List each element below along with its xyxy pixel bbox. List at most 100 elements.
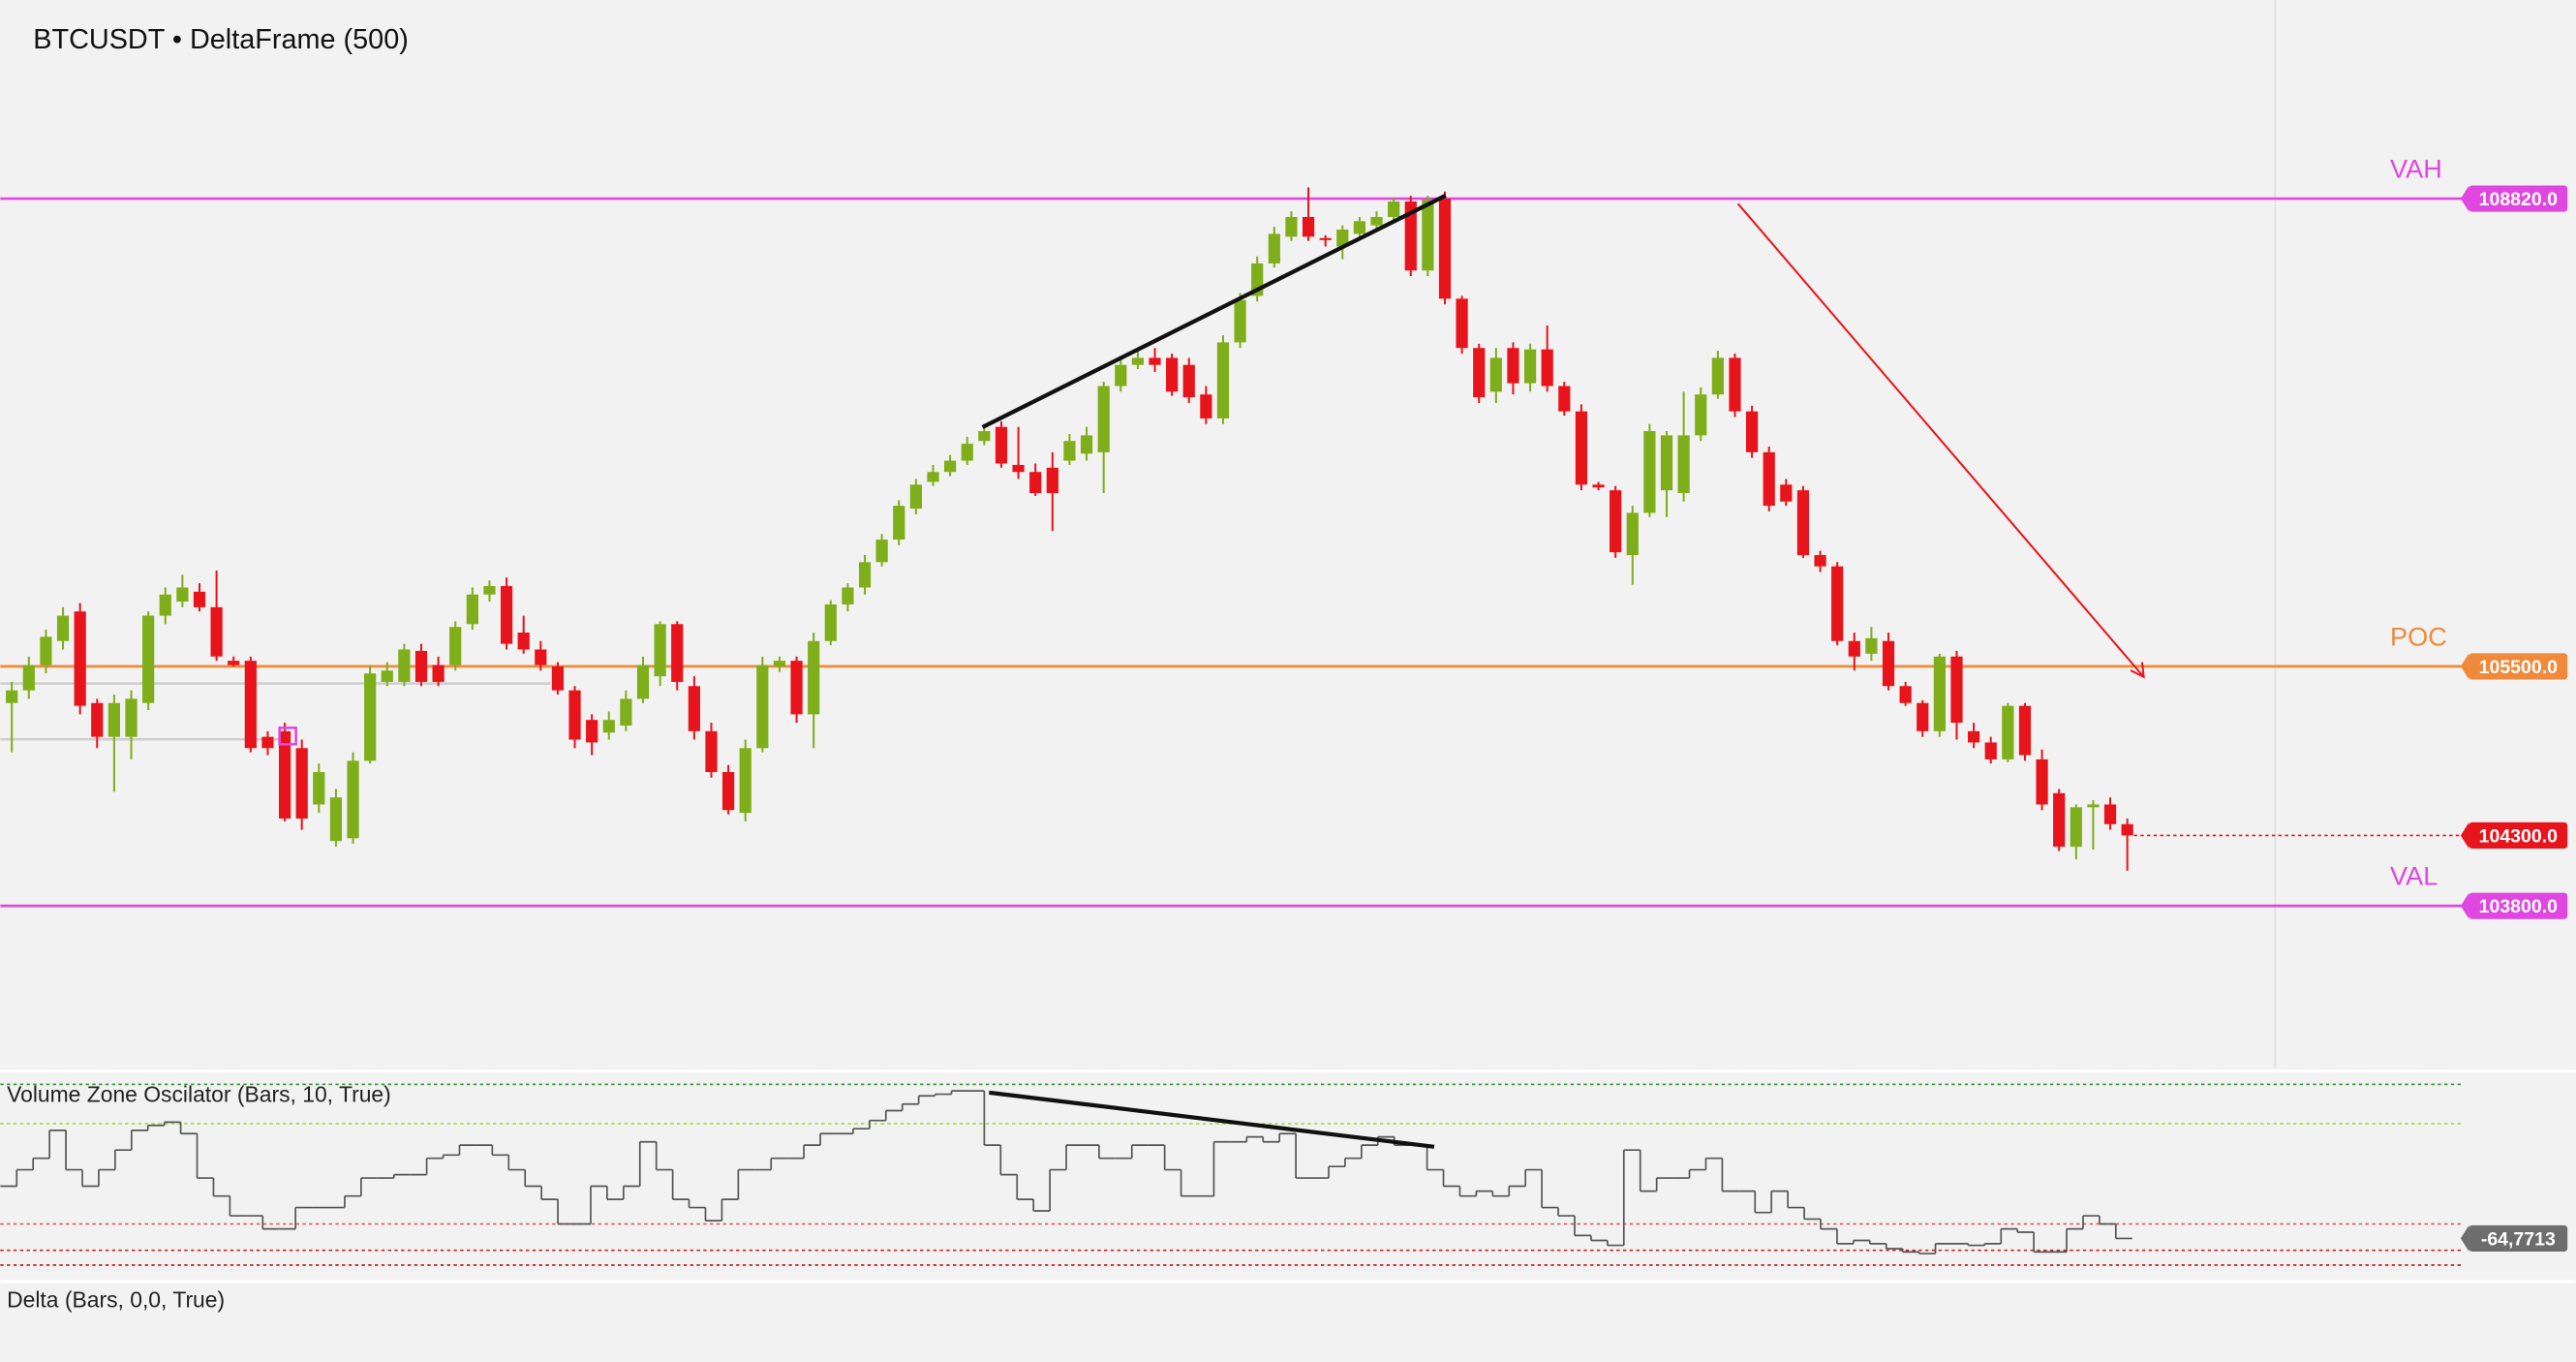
candle-body — [568, 690, 581, 740]
candle-body — [6, 690, 18, 703]
candle-body — [2002, 705, 2014, 759]
candle-body — [654, 624, 666, 677]
candle-body — [142, 615, 155, 703]
candle-body — [125, 698, 138, 737]
price-tag-label: -64,7713 — [2481, 1228, 2556, 1250]
candle-body — [1626, 512, 1639, 556]
candle-body — [432, 665, 445, 682]
candle-body — [2087, 804, 2100, 808]
candle-body — [1370, 216, 1383, 226]
candle-body — [1404, 201, 1417, 271]
candle-body — [961, 444, 973, 461]
price-tag-arrow — [2460, 1224, 2469, 1252]
candle-body — [1729, 357, 1741, 412]
candle-body — [1216, 342, 1230, 418]
candle-body — [1131, 357, 1145, 365]
candle-body — [1643, 431, 1656, 513]
candle-body — [875, 540, 888, 563]
candle-body — [1745, 411, 1759, 452]
chart-title: BTCUSDT • DeltaFrame (500) — [33, 24, 409, 55]
candle-body — [1388, 201, 1400, 217]
candle-body — [1711, 357, 1724, 395]
candle-body — [893, 506, 905, 541]
candle-body — [1063, 441, 1076, 461]
price-tag — [2469, 892, 2568, 919]
candle-body — [483, 586, 496, 595]
candle-body — [1200, 394, 1212, 418]
candle-body — [1336, 230, 1349, 247]
candle-body — [228, 661, 240, 666]
candle-body — [721, 771, 735, 811]
candle-body — [1507, 348, 1519, 384]
price-tag — [2469, 821, 2568, 850]
candle-body — [1899, 686, 1912, 703]
candle-body — [671, 624, 684, 682]
candle-body — [1814, 555, 1826, 567]
price-tag — [2469, 653, 2568, 680]
divergence-line — [989, 1090, 1435, 1149]
candle-body — [773, 661, 786, 666]
candle-body — [2121, 823, 2133, 836]
panel-title: Volume Zone Oscilator (Bars, 10, True) — [7, 1081, 391, 1106]
candle-body — [1796, 490, 1810, 556]
candle-body — [756, 665, 769, 749]
price-tag-label: 105500.0 — [2479, 657, 2558, 678]
trend-line — [981, 193, 1447, 429]
candle-body — [1012, 464, 1025, 473]
candle-body — [1677, 435, 1690, 494]
price-tag-arrow — [2460, 653, 2469, 680]
candle-body — [244, 661, 257, 749]
level-name: VAH — [2390, 153, 2442, 183]
candle-body — [91, 702, 104, 737]
marks: VAH 108820.0 POC 105500.0 VAL 103800.0 104300.… — [0, 153, 2568, 1266]
candle-body — [517, 633, 530, 650]
candle-body — [705, 730, 718, 772]
candle-body — [620, 698, 632, 727]
candle-body — [500, 586, 513, 644]
candle-body — [1763, 451, 1775, 507]
candle-body — [602, 720, 615, 733]
candle-body — [1166, 357, 1179, 392]
candle-body — [1933, 656, 1946, 731]
candle-body — [2053, 792, 2066, 848]
candle-body — [1353, 221, 1366, 234]
candle-body — [1610, 490, 1622, 553]
candle-body — [56, 615, 70, 641]
candle-body — [927, 472, 939, 482]
arrow-head — [2130, 662, 2145, 679]
candle-body — [1319, 237, 1332, 240]
candle-body — [329, 797, 343, 842]
candle-body — [2036, 758, 2048, 805]
candle-body — [1968, 730, 1980, 743]
candle-body — [1695, 394, 1707, 436]
candle-body — [1575, 411, 1588, 485]
candle-body — [2070, 807, 2082, 848]
candle-body — [278, 730, 291, 819]
candle-body — [1302, 216, 1315, 237]
candle-body — [1917, 702, 1929, 731]
candle-body — [466, 594, 478, 625]
candle-body — [1182, 364, 1195, 398]
candle-body — [414, 650, 428, 682]
candle-body — [210, 606, 223, 657]
candle-body — [2103, 804, 2117, 824]
marker — [278, 727, 297, 746]
candle-body — [1046, 467, 1058, 494]
candle-body — [1029, 472, 1042, 494]
candle-body — [1149, 357, 1161, 365]
candle-body — [1523, 349, 1537, 384]
candle-body — [995, 426, 1008, 464]
candle-body — [688, 686, 700, 731]
candle-body — [40, 636, 52, 666]
price-tag-arrow — [2460, 185, 2469, 212]
candle-body — [1558, 386, 1571, 412]
trend-arrow — [1736, 202, 2145, 678]
candle-body — [842, 587, 854, 604]
candle-body — [74, 611, 86, 706]
candle-body — [1080, 435, 1093, 454]
candle-body — [944, 460, 957, 473]
candle-body — [1592, 484, 1605, 488]
price-tag-arrow — [2460, 821, 2469, 850]
candle-body — [586, 720, 598, 743]
candle-body — [1848, 640, 1860, 657]
